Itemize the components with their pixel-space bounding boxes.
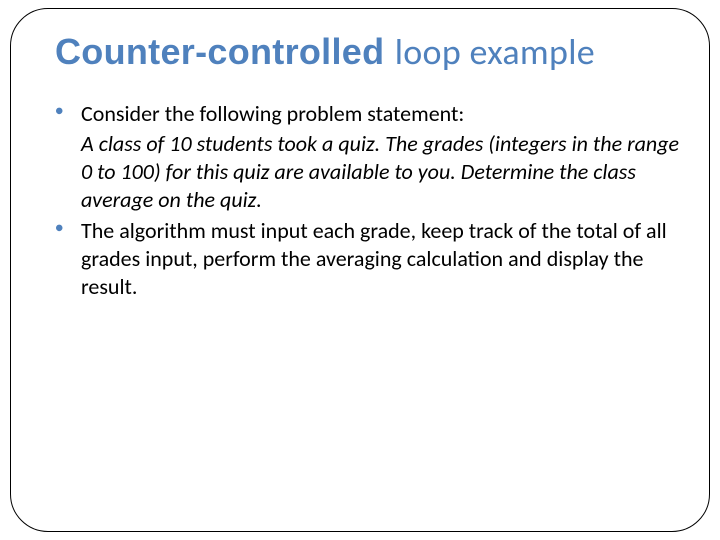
slide-content: Counter-controlled loop example Consider… <box>55 30 680 303</box>
bullet-2-lead: The algorithm must input each grade, kee… <box>81 217 667 300</box>
bullet-1-sub: A class of 10 students took a quiz. The … <box>55 130 680 214</box>
slide-title: Counter-controlled loop example <box>55 30 680 74</box>
bullet-2: The algorithm must input each grade, kee… <box>55 217 680 301</box>
bullet-1: Consider the following problem statement… <box>55 100 680 128</box>
bullet-1-lead: Consider the following problem statement… <box>81 100 464 127</box>
title-bold-part: Counter-controlled <box>55 31 395 72</box>
title-rest-part: loop example <box>395 30 595 74</box>
